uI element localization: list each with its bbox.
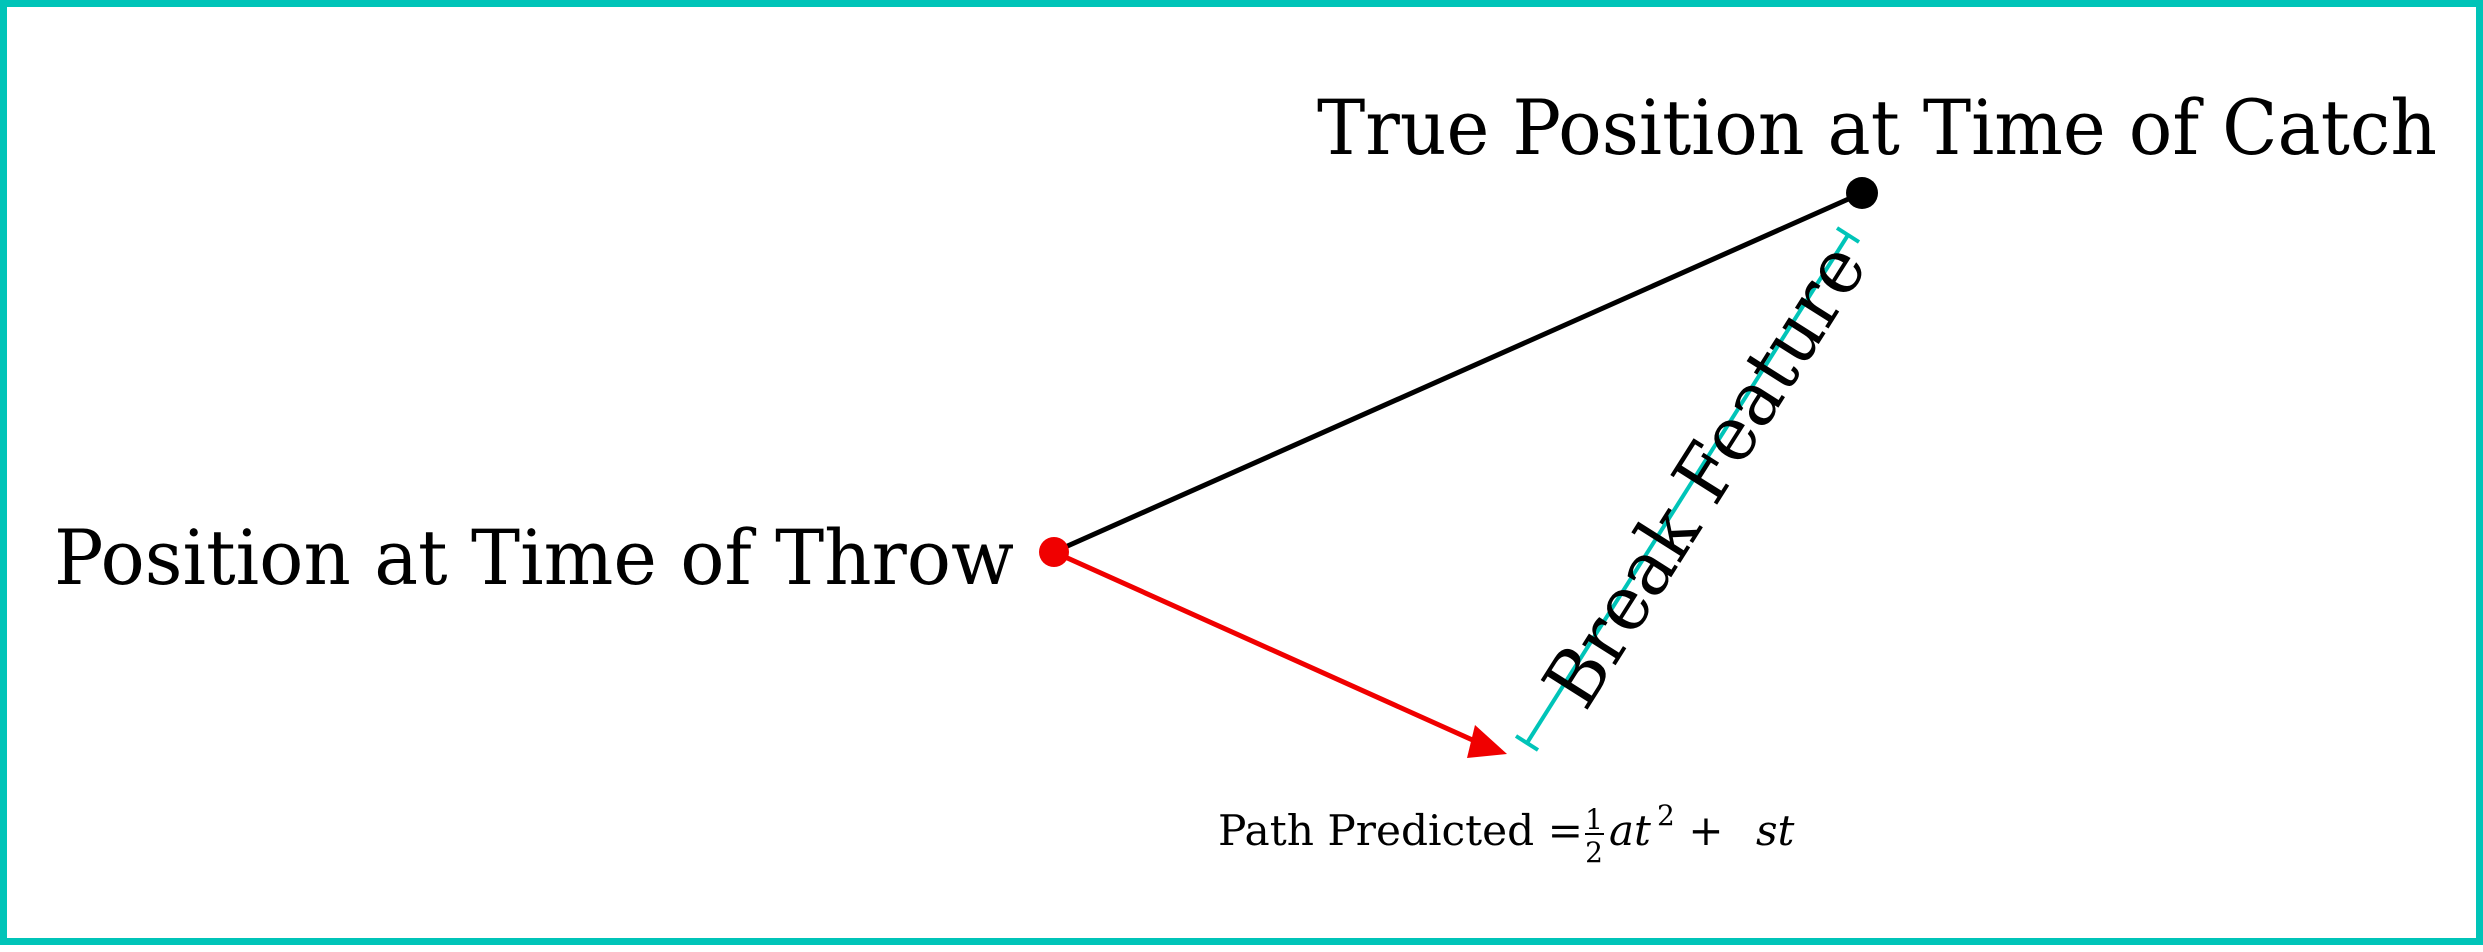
break-feature-line <box>1525 233 1850 745</box>
path-predicted-formula: Path Predicted = 1 2 at 2 + st <box>1218 799 1795 869</box>
catch-point-icon <box>1846 177 1878 209</box>
formula-term-at: at <box>1609 806 1651 855</box>
break-feature-diagram: Position at Time of Throw True Position … <box>54 83 2437 869</box>
throw-point-icon <box>1039 537 1069 567</box>
formula-exponent: 2 <box>1657 799 1675 832</box>
formula-fraction-numerator: 1 <box>1585 803 1603 836</box>
path-predicted-prefix: Path Predicted = <box>1218 806 1583 855</box>
formula-fraction-denominator: 2 <box>1585 836 1603 869</box>
break-feature-bracket <box>1514 226 1861 752</box>
predicted-path-arrowhead-icon <box>1467 725 1507 758</box>
formula-term-st: st <box>1756 806 1795 855</box>
catch-position-label: True Position at Time of Catch <box>1317 83 2437 172</box>
formula-plus: + <box>1675 806 1737 855</box>
true-path-line <box>1051 190 1865 555</box>
predicted-path-line <box>1051 549 1480 745</box>
break-feature-label: Break Feature <box>1525 227 1883 723</box>
throw-position-label: Position at Time of Throw <box>54 513 1014 602</box>
break-feature-cap-bottom <box>1514 734 1540 752</box>
break-feature-cap-top <box>1835 226 1861 244</box>
